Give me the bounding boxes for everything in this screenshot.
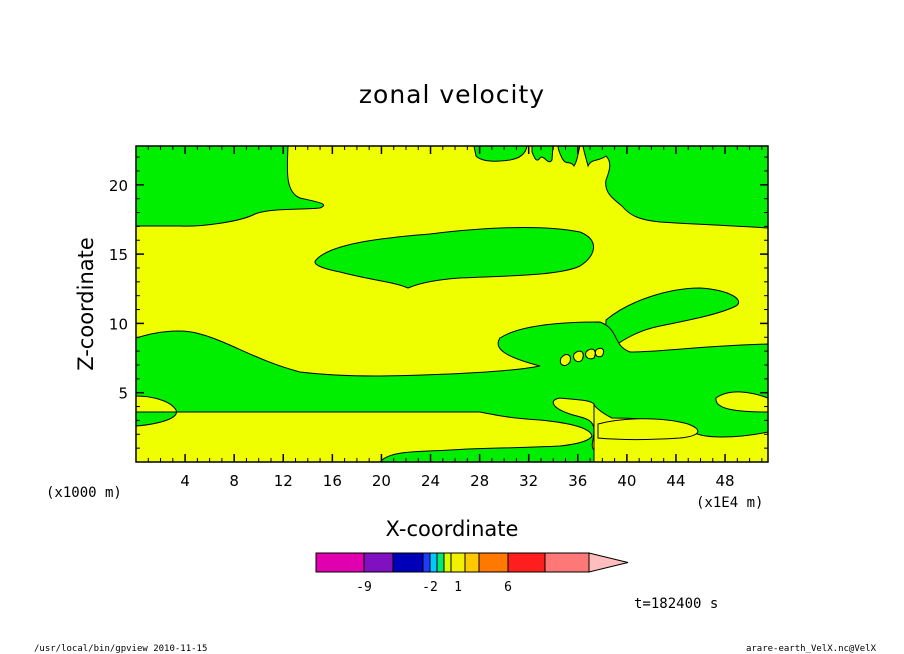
colorbar-segment bbox=[478, 552, 509, 573]
x-tick-label: 32 bbox=[519, 472, 538, 490]
chart-title: zonal velocity bbox=[359, 80, 545, 109]
colorbar-label: 6 bbox=[504, 580, 512, 595]
y-axis-label: Z-coordinate bbox=[74, 237, 98, 371]
contour-region-center-blob bbox=[314, 227, 594, 289]
colorbar-segment bbox=[429, 552, 438, 573]
contour-region-top-right bbox=[582, 145, 769, 229]
time-label: t=182400 s bbox=[634, 596, 718, 612]
colorbar-segment bbox=[544, 552, 590, 573]
footer-right: arare-earth_VelX.nc@VelX bbox=[746, 644, 877, 654]
y-tick-label: 20 bbox=[109, 177, 128, 195]
x-axis-ticks: 4 8 12 16 20 24 28 32 36 40 44 48 bbox=[147, 146, 763, 490]
x-tick-label: 48 bbox=[716, 472, 735, 490]
colorbar-segment bbox=[443, 552, 452, 573]
x-tick-label: 36 bbox=[568, 472, 587, 490]
colorbar-label: 1 bbox=[454, 580, 462, 595]
colorbar-segment bbox=[363, 552, 394, 573]
x-tick-label: 16 bbox=[323, 472, 342, 490]
y-axis-ticks: 5 10 15 20 bbox=[109, 156, 768, 449]
x-unit-left: (x1000 m) bbox=[46, 485, 122, 501]
contour-region-top-blob-2 bbox=[531, 145, 554, 163]
colorbar-segment bbox=[450, 552, 466, 573]
contour-region-top-blob-1 bbox=[473, 145, 528, 162]
contour-plot bbox=[135, 145, 769, 463]
x-unit-right: (x1E4 m) bbox=[696, 495, 763, 511]
colorbar-segment bbox=[464, 552, 480, 573]
colorbar-segment bbox=[507, 552, 546, 573]
x-tick-label: 4 bbox=[180, 472, 190, 490]
contour-region-top-left bbox=[135, 145, 325, 227]
contour-island-1 bbox=[559, 354, 571, 366]
colorbar-segment bbox=[315, 552, 365, 573]
colorbar-segment bbox=[436, 552, 445, 573]
y-tick-label: 15 bbox=[109, 246, 128, 264]
x-tick-label: 8 bbox=[229, 472, 239, 490]
x-tick-label: 20 bbox=[372, 472, 391, 490]
plot-frame bbox=[135, 145, 769, 463]
x-tick-label: 28 bbox=[470, 472, 489, 490]
colorbar-segment bbox=[422, 552, 431, 573]
colorbar-segment bbox=[392, 552, 424, 573]
colorbar-label: -9 bbox=[356, 580, 372, 595]
x-tick-label: 12 bbox=[274, 472, 293, 490]
x-tick-label: 24 bbox=[421, 472, 440, 490]
colorbar-label: -2 bbox=[422, 580, 438, 595]
footer-left: /usr/local/bin/gpview 2010-11-15 bbox=[34, 644, 207, 654]
contour-island-4 bbox=[595, 347, 605, 358]
x-tick-label: 40 bbox=[617, 472, 636, 490]
contour-island-3 bbox=[585, 348, 596, 360]
y-tick-label: 5 bbox=[118, 385, 128, 403]
contour-island-2 bbox=[573, 350, 584, 363]
colorbar: -9 -2 1 6 bbox=[315, 552, 629, 595]
x-tick-label: 44 bbox=[666, 472, 685, 490]
colorbar-arrow bbox=[588, 552, 629, 573]
contour-region-small-yellow-br bbox=[597, 418, 699, 440]
y-tick-label: 10 bbox=[109, 315, 128, 333]
x-axis-label: X-coordinate bbox=[386, 517, 519, 541]
